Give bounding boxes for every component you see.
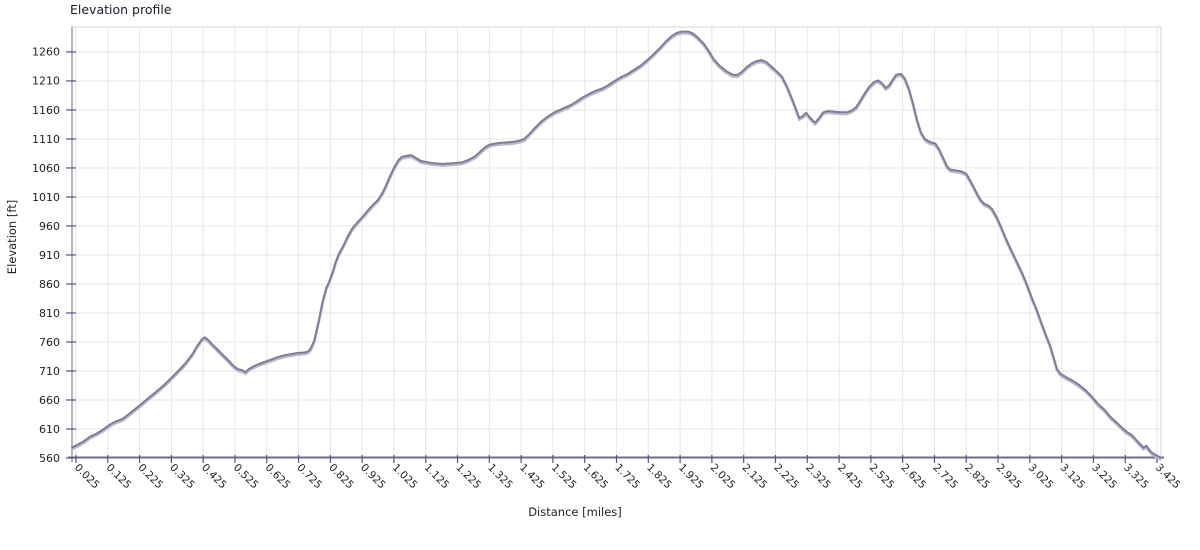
svg-text:1060: 1060	[32, 162, 60, 175]
svg-text:0.425: 0.425	[199, 462, 229, 492]
svg-text:860: 860	[39, 278, 60, 291]
svg-text:1110: 1110	[32, 133, 60, 146]
svg-text:0.625: 0.625	[263, 462, 293, 492]
svg-text:2.325: 2.325	[803, 462, 833, 492]
y-axis-title: Elevation [ft]	[5, 200, 19, 274]
svg-text:660: 660	[39, 394, 60, 407]
svg-text:1.025: 1.025	[390, 462, 420, 492]
svg-text:1.325: 1.325	[485, 462, 515, 492]
svg-text:810: 810	[39, 307, 60, 320]
svg-text:0.525: 0.525	[231, 462, 261, 492]
svg-text:960: 960	[39, 220, 60, 233]
x-axis-title: Distance [miles]	[528, 505, 622, 519]
svg-text:560: 560	[39, 452, 60, 465]
svg-text:760: 760	[39, 336, 60, 349]
svg-text:2.125: 2.125	[740, 462, 770, 492]
svg-text:0.125: 0.125	[104, 462, 134, 492]
svg-text:1.125: 1.125	[422, 462, 452, 492]
svg-text:1.225: 1.225	[453, 462, 483, 492]
svg-text:1.925: 1.925	[676, 462, 706, 492]
svg-text:2.725: 2.725	[930, 462, 960, 492]
svg-text:3.325: 3.325	[1121, 462, 1151, 492]
svg-text:2.225: 2.225	[771, 462, 801, 492]
chart-title: Elevation profile	[70, 2, 172, 17]
svg-text:0.025: 0.025	[72, 462, 102, 492]
svg-text:2.025: 2.025	[708, 462, 738, 492]
gridlines	[72, 27, 1161, 459]
svg-text:1.425: 1.425	[517, 462, 547, 492]
svg-text:0.925: 0.925	[358, 462, 388, 492]
svg-text:3.425: 3.425	[1153, 462, 1183, 492]
svg-text:1160: 1160	[32, 104, 60, 117]
svg-text:3.125: 3.125	[1058, 462, 1088, 492]
svg-text:1210: 1210	[32, 75, 60, 88]
svg-text:1.725: 1.725	[612, 462, 642, 492]
svg-text:2.625: 2.625	[899, 462, 929, 492]
svg-text:610: 610	[39, 423, 60, 436]
axis-ticks	[66, 51, 1158, 463]
svg-text:3.025: 3.025	[1026, 462, 1056, 492]
svg-text:2.425: 2.425	[835, 462, 865, 492]
svg-text:2.525: 2.525	[867, 462, 897, 492]
elevation-line	[70, 30, 1162, 461]
svg-text:2.925: 2.925	[994, 462, 1024, 492]
svg-text:0.325: 0.325	[167, 462, 197, 492]
tick-labels: 560 610 660 710 760 810 860 910 960 1010 1060 1110 1…	[32, 46, 1183, 492]
svg-text:1260: 1260	[32, 46, 60, 59]
svg-text:1.825: 1.825	[644, 462, 674, 492]
svg-text:0.225: 0.225	[135, 462, 165, 492]
svg-text:3.225: 3.225	[1089, 462, 1119, 492]
svg-text:710: 710	[39, 365, 60, 378]
svg-text:2.825: 2.825	[962, 462, 992, 492]
svg-text:1.625: 1.625	[581, 462, 611, 492]
svg-text:1.525: 1.525	[549, 462, 579, 492]
svg-text:0.825: 0.825	[326, 462, 356, 492]
svg-text:1010: 1010	[32, 191, 60, 204]
svg-text:0.725: 0.725	[294, 462, 324, 492]
svg-text:910: 910	[39, 249, 60, 262]
